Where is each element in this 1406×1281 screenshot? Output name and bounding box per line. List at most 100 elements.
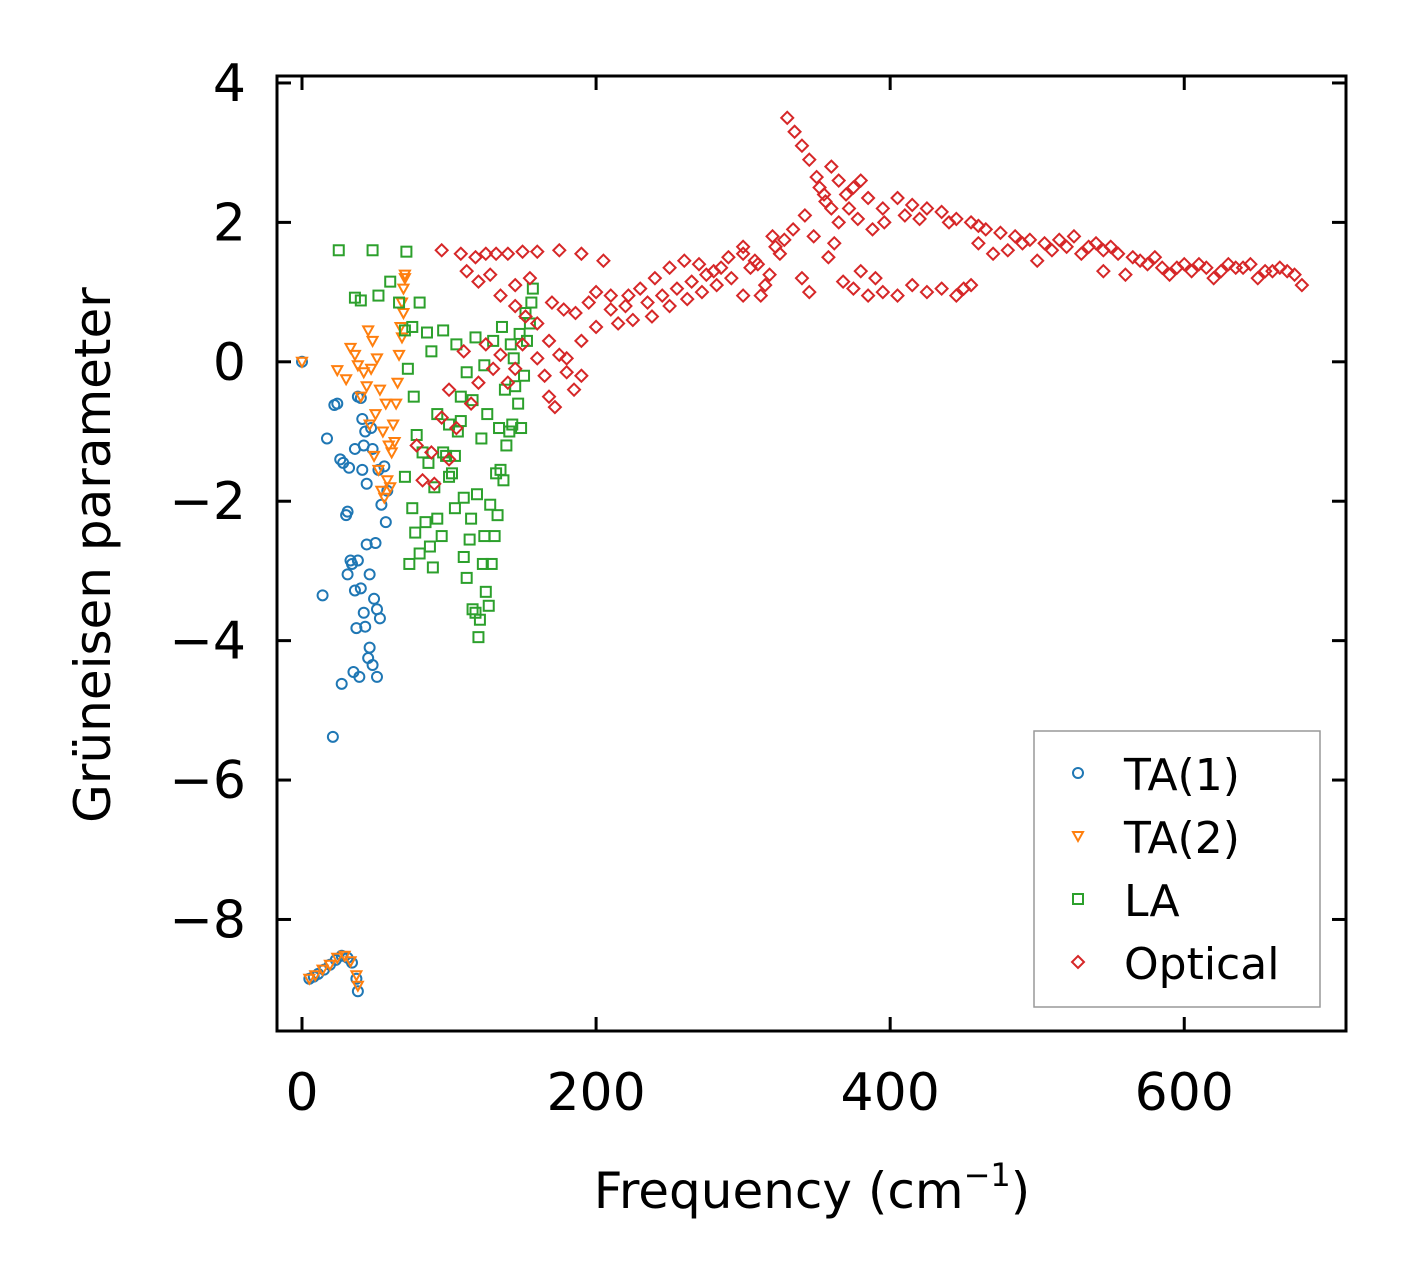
legend-label-la: LA	[1124, 876, 1180, 927]
data-point-optical	[541, 389, 557, 405]
data-point-optical	[522, 270, 538, 286]
data-point-optical	[448, 420, 464, 436]
data-point-la	[519, 307, 532, 320]
data-point-la	[506, 418, 519, 431]
data-point-optical	[463, 396, 479, 412]
data-point-optical	[488, 246, 504, 262]
data-point-optical	[875, 284, 891, 300]
data-point-optical	[875, 201, 891, 216]
data-point-ta1	[334, 453, 347, 466]
data-point-ta1	[375, 498, 388, 511]
data-point-ta2	[357, 367, 371, 380]
data-point-ta2	[379, 398, 393, 411]
data-point-optical	[1044, 242, 1060, 258]
x-tick-label: 400	[841, 1063, 940, 1123]
data-point-la	[493, 422, 506, 435]
data-point-optical	[838, 187, 854, 202]
data-point-optical	[845, 281, 861, 297]
data-point-optical	[1015, 235, 1030, 251]
data-point-optical	[573, 333, 589, 349]
axis-ticks: 0 200 400 600 4 2 0 −2 −4 −6 −8	[169, 54, 1346, 1123]
data-point-la	[484, 498, 497, 511]
data-point-ta1	[335, 677, 348, 690]
data-point-optical	[835, 274, 851, 290]
data-point-optical	[723, 270, 739, 286]
data-point-la	[398, 470, 411, 483]
data-point-optical	[735, 239, 751, 255]
data-point-la	[420, 326, 433, 339]
data-point-optical	[588, 319, 604, 335]
data-point-ta1	[373, 612, 386, 625]
data-point-optical	[471, 375, 486, 391]
data-point-optical	[441, 451, 457, 467]
data-point-optical	[1176, 256, 1192, 272]
legend: TA(1) TA(2) LA Optical	[1033, 730, 1321, 1008]
data-point-optical	[415, 472, 430, 488]
data-point-optical	[820, 249, 836, 265]
data-point-optical	[1191, 256, 1207, 272]
data-point-optical	[662, 260, 678, 276]
data-point-optical	[559, 364, 575, 380]
data-point-la	[437, 324, 450, 337]
plot-frame	[275, 74, 1348, 1033]
data-point-optical	[1184, 263, 1200, 279]
data-point-la	[426, 561, 439, 574]
data-point-la	[491, 509, 504, 522]
data-point-ta1	[350, 972, 363, 985]
data-point-optical	[1088, 235, 1104, 251]
data-point-ta2	[368, 409, 383, 422]
data-point-ta2	[330, 952, 344, 965]
data-point-optical	[876, 214, 892, 230]
data-point-optical	[500, 246, 516, 262]
data-point-optical	[941, 214, 957, 230]
legend-marker-la	[1072, 893, 1084, 905]
data-point-la	[470, 488, 483, 501]
data-point-optical	[853, 173, 869, 188]
data-point-optical	[768, 239, 783, 255]
data-point-la	[413, 547, 426, 560]
series-optical	[409, 110, 1310, 492]
data-point-optical	[459, 263, 475, 279]
data-point-optical	[1029, 253, 1045, 269]
data-point-optical	[963, 277, 979, 293]
data-point-la	[403, 557, 416, 570]
data-point-ta2	[351, 360, 365, 373]
data-point-optical	[423, 445, 439, 460]
data-point-la	[431, 512, 444, 525]
data-point-ta2	[390, 377, 405, 390]
data-point-ta1	[351, 985, 364, 998]
data-point-optical	[669, 281, 685, 297]
data-point-la	[479, 585, 492, 598]
data-point-optical	[426, 476, 442, 492]
data-point-ta2	[398, 273, 412, 286]
data-point-ta2	[384, 447, 399, 460]
data-point-ta2	[373, 384, 387, 397]
data-point-optical	[919, 201, 935, 216]
legend-marker-ta2	[1071, 831, 1085, 844]
data-point-optical	[1103, 239, 1119, 255]
data-point-optical	[556, 302, 572, 317]
data-point-optical	[529, 350, 545, 366]
data-point-la	[512, 397, 525, 410]
data-point-optical	[547, 399, 563, 415]
data-point-optical	[529, 316, 545, 331]
data-point-ta2	[383, 482, 397, 495]
data-point-optical	[647, 270, 663, 286]
data-point-optical	[1051, 232, 1067, 248]
data-point-ta2	[367, 450, 381, 463]
data-point-optical	[1213, 263, 1229, 279]
data-point-ta2	[396, 308, 411, 321]
data-point-optical	[1110, 246, 1126, 262]
y-tick-label: −6	[169, 751, 246, 811]
data-point-optical	[1132, 253, 1148, 269]
data-point-ta2	[302, 973, 317, 986]
data-point-optical	[831, 173, 847, 188]
data-point-ta2	[295, 356, 309, 369]
data-point-la	[495, 320, 508, 333]
legend-label-ta1: TA(1)	[1123, 750, 1240, 801]
data-point-optical	[644, 309, 660, 324]
data-point-ta2	[315, 964, 330, 977]
data-point-la	[482, 599, 495, 612]
data-point-ta1	[348, 584, 361, 597]
data-point-ta1	[363, 641, 376, 654]
